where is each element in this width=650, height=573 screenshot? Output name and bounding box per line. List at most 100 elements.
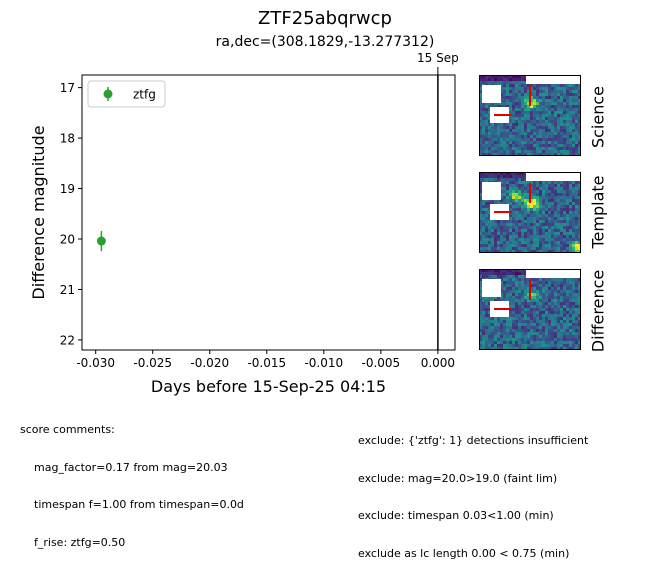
stamp-pixel [536,217,540,221]
stamp-pixel [488,135,492,139]
stamp-pixel [527,232,531,236]
stamp-pixel [551,247,555,251]
legend-marker [103,89,113,99]
stamp-pixel [554,132,558,136]
stamp-pixel [560,187,564,191]
stamp-pixel [548,111,552,115]
stamp-pixel [515,220,519,224]
stamp-pixel [563,108,567,112]
stamp-pixel [482,138,486,142]
stamp-pixel [554,220,558,224]
stamp-pixel [509,150,513,154]
stamp-pixel [512,129,516,133]
stamp-pixel [542,347,546,350]
score-comment-line: f_rise: ztfg=0.50 [34,535,126,549]
stamp-pixel [518,241,522,245]
stamp-pixel [518,293,522,297]
stamp-pixel [518,123,522,127]
stamp-pixel [521,199,525,203]
stamp-pixel [515,278,519,282]
stamp-pixel [521,153,525,156]
stamp-pixel [509,281,513,285]
stamp-pixel [482,308,486,312]
stamp-pixel [569,293,573,297]
stamp-pixel [524,150,528,154]
stamp-pixel [491,344,495,348]
stamp-pixel [518,105,522,109]
stamp-pixel [563,129,567,133]
stamp-pixel [515,114,519,118]
stamp-pixel [479,199,483,203]
stamp-pixel [530,332,534,336]
stamp-pixel [488,141,492,145]
stamp-pixel [560,241,564,245]
stamp-pixel [530,244,534,248]
stamp-pixel [560,102,564,106]
stamp-pixel [575,314,579,318]
stamp-pixel [575,211,579,215]
stamp-pixel [530,217,534,221]
stamp-pixel [551,226,555,230]
stamp-pixel [545,114,549,118]
stamp-pixel [569,105,573,109]
stamp-pixel [557,341,561,345]
stamp-pixel [512,229,516,233]
stamp-pixel [503,323,507,327]
stamp-pixel [575,305,579,309]
stamp-pixel [503,178,507,182]
stamp-pixel [497,135,501,139]
stamp-pixel [521,108,525,112]
stamp-pixel [554,335,558,339]
stamp-pixel [566,287,570,291]
y-tick-label: 19 [60,182,75,196]
stamp-pixel [566,211,570,215]
stamp-pixel [536,87,540,91]
stamp-pixel [575,323,579,327]
stamp-pixel [569,296,573,300]
stamp-pixel [554,211,558,215]
stamp-pixel [539,199,543,203]
stamp-pixel [542,244,546,248]
stamp-pixel [500,241,504,245]
stamp-pixel [536,247,540,251]
stamp-pixel [506,102,510,106]
stamp-pixel [545,341,549,345]
stamp-pixel [569,102,573,106]
stamp-pixel [503,187,507,191]
stamp-pixel [479,314,483,318]
stamp-pixel [545,226,549,230]
stamp-pixel [515,250,519,253]
stamp-pixel [515,232,519,236]
stamp-pixel [578,232,581,236]
stamp-pixel [491,238,495,242]
stamp-pixel [503,90,507,94]
stamp-pixel [518,326,522,330]
stamp-pixel [488,123,492,127]
stamp-pixel [539,196,543,200]
stamp-pixel [533,199,537,203]
stamp-pixel [551,335,555,339]
stamp-pixel [545,217,549,221]
stamp-pixel [542,147,546,151]
stamp-pixel [503,272,507,276]
stamp-pixel [488,105,492,109]
stamp-pixel [494,344,498,348]
stamp-pixel [563,320,567,324]
stamp-pixel [509,232,513,236]
stamp-pixel [539,187,543,191]
stamp-pixel [545,329,549,333]
stamp-pixel [515,314,519,318]
stamp-pixel [572,105,576,109]
stamp-pixel [485,223,489,227]
stamp-pixel [506,141,510,145]
stamp-pixel [491,341,495,345]
stamp-pixel [554,205,558,209]
stamp-pixel [509,153,513,156]
stamp-pixel [509,287,513,291]
stamp-frame [479,172,581,253]
difference-stamp [479,269,581,350]
stamp-pixel [512,235,516,239]
stamp-pixel [539,278,543,282]
stamp-pixel [518,338,522,342]
stamp-pixel [524,335,528,339]
